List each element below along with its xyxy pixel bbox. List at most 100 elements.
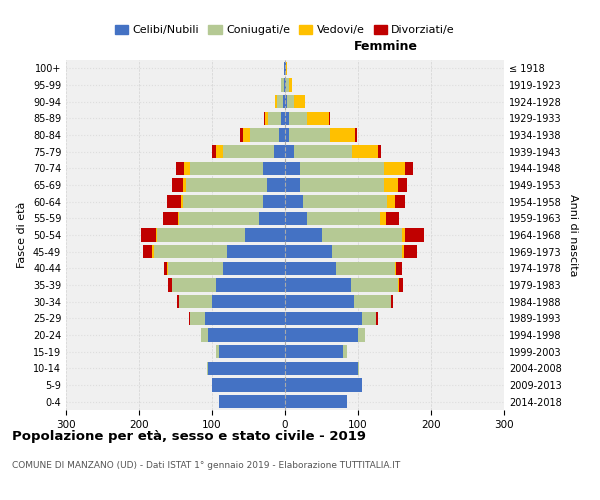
Bar (208, 328, 285, 342)
Bar (156, 228, 157, 241)
Bar (268, 112, 281, 125)
Bar (285, 195, 303, 208)
Bar (179, 212, 259, 225)
Bar (172, 278, 215, 291)
Bar (285, 212, 307, 225)
Bar (178, 212, 179, 225)
Bar (285, 128, 289, 141)
Bar (303, 195, 387, 208)
Bar (391, 295, 393, 308)
Bar (299, 162, 383, 175)
Y-axis label: Fasce di età: Fasce di età (17, 202, 27, 268)
Bar (212, 145, 215, 158)
Bar (220, 345, 285, 358)
Bar (285, 245, 332, 258)
Bar (376, 312, 378, 325)
Bar (285, 78, 286, 92)
Bar (207, 362, 208, 375)
Bar (358, 328, 365, 342)
Bar (181, 195, 183, 208)
Bar (399, 278, 403, 291)
Bar (227, 245, 285, 258)
Bar (143, 245, 152, 258)
Bar (352, 145, 378, 158)
Bar (289, 128, 329, 141)
Bar (267, 178, 285, 192)
Bar (287, 95, 295, 108)
Bar (395, 195, 406, 208)
Bar (294, 145, 352, 158)
Bar (406, 162, 413, 175)
Bar (157, 228, 245, 241)
Bar (285, 328, 358, 342)
Y-axis label: Anni di nascita: Anni di nascita (568, 194, 578, 276)
Bar (383, 178, 398, 192)
Bar (223, 262, 285, 275)
Bar (343, 345, 347, 358)
Bar (245, 228, 285, 241)
Bar (285, 362, 358, 375)
Bar (215, 145, 223, 158)
Bar (285, 378, 362, 392)
Bar (402, 245, 404, 258)
Bar (406, 228, 424, 241)
Bar (188, 312, 190, 325)
Bar (215, 278, 285, 291)
Bar (220, 395, 285, 408)
Bar (281, 112, 285, 125)
Bar (184, 162, 190, 175)
Bar (295, 95, 305, 108)
Bar (208, 362, 285, 375)
Bar (285, 278, 350, 291)
Bar (286, 62, 287, 75)
Bar (264, 112, 265, 125)
Bar (176, 162, 184, 175)
Bar (172, 178, 183, 192)
Bar (285, 395, 347, 408)
Bar (285, 228, 322, 241)
Bar (398, 178, 407, 192)
Bar (307, 112, 329, 125)
Bar (378, 145, 382, 158)
Bar (336, 262, 395, 275)
Bar (350, 278, 398, 291)
Bar (380, 212, 386, 225)
Bar (283, 95, 285, 108)
Bar (355, 128, 357, 141)
Bar (259, 212, 285, 225)
Bar (167, 195, 181, 208)
Bar (212, 295, 285, 308)
Bar (279, 128, 285, 141)
Bar (286, 78, 289, 92)
Legend: Celibi/Nubili, Coniugati/e, Vedovi/e, Divorziati/e: Celibi/Nubili, Coniugati/e, Vedovi/e, Di… (110, 20, 460, 40)
Bar (275, 95, 277, 108)
Bar (179, 295, 212, 308)
Text: COMUNE DI MANZANO (UD) - Dati ISTAT 1° gennaio 2019 - Elaborazione TUTTITALIA.IT: COMUNE DI MANZANO (UD) - Dati ISTAT 1° g… (12, 460, 400, 469)
Bar (395, 262, 396, 275)
Bar (277, 95, 283, 108)
Bar (355, 295, 391, 308)
Bar (163, 212, 178, 225)
Bar (284, 78, 285, 92)
Bar (190, 162, 263, 175)
Bar (396, 262, 402, 275)
Bar (164, 262, 167, 275)
Bar (285, 178, 299, 192)
Bar (242, 128, 250, 141)
Text: Popolazione per età, sesso e stato civile - 2019: Popolazione per età, sesso e stato civil… (12, 430, 366, 443)
Bar (263, 195, 285, 208)
Bar (281, 78, 284, 92)
Bar (387, 195, 395, 208)
Bar (183, 195, 263, 208)
Bar (285, 95, 287, 108)
Bar (190, 312, 205, 325)
Bar (177, 295, 179, 308)
Bar (398, 278, 399, 291)
Bar (329, 128, 355, 141)
Bar (167, 262, 168, 275)
Bar (299, 178, 383, 192)
Bar (285, 62, 286, 75)
Bar (329, 112, 330, 125)
Bar (285, 345, 343, 358)
Bar (265, 112, 268, 125)
